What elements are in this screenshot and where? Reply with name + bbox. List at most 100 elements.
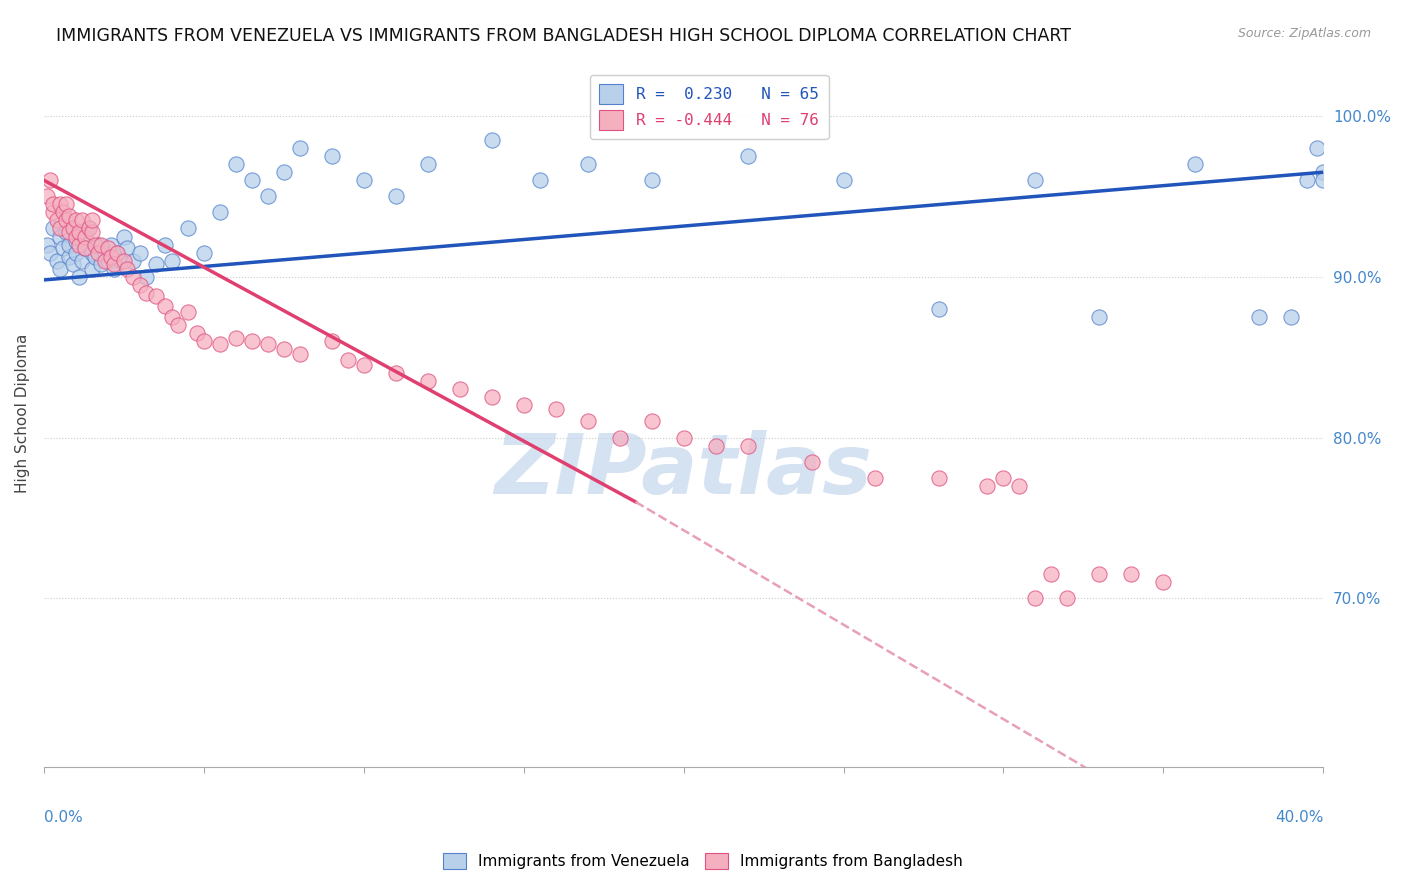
Point (167, 318, 190, 332)
Point (112, 253, 135, 268)
Point (240, 334, 263, 348)
Y-axis label: High School Diploma: High School Diploma (15, 334, 30, 493)
Point (800, 455, 823, 469)
Point (75, 229, 97, 244)
Point (225, 331, 247, 345)
Point (67, 269, 90, 284)
Point (90, 257, 112, 271)
Point (128, 245, 150, 260)
Text: 40.0%: 40.0% (1275, 810, 1323, 825)
Point (1312, 165, 1334, 179)
Point (77, 221, 100, 235)
Point (1088, 310, 1111, 324)
Point (193, 334, 215, 348)
Point (77, 221, 100, 235)
Legend: R =  0.230   N = 65, R = -0.444   N = 76: R = 0.230 N = 65, R = -0.444 N = 76 (589, 75, 828, 139)
Point (100, 251, 122, 265)
Point (145, 257, 167, 271)
Point (225, 157, 247, 171)
Point (55, 225, 77, 239)
Point (72, 213, 94, 227)
Point (93, 245, 115, 260)
Point (155, 299, 177, 313)
Point (49, 261, 72, 276)
Point (80, 225, 103, 239)
Point (1152, 575, 1174, 590)
Point (544, 401, 567, 416)
Point (58, 237, 80, 252)
Point (288, 347, 311, 361)
Point (39, 245, 62, 260)
Point (993, 471, 1015, 485)
Point (80, 261, 103, 276)
Point (416, 374, 439, 388)
Point (42, 197, 65, 211)
Point (1121, 567, 1143, 582)
Point (100, 237, 122, 252)
Point (512, 398, 534, 412)
Point (155, 237, 177, 252)
Point (193, 245, 215, 260)
Point (35, 189, 58, 203)
Point (640, 415, 662, 429)
Point (67, 237, 90, 252)
Point (62, 257, 84, 271)
Point (208, 205, 231, 219)
Point (103, 261, 125, 276)
Point (49, 229, 72, 244)
Point (416, 157, 439, 171)
Point (321, 149, 343, 163)
Point (122, 269, 145, 284)
Point (107, 245, 129, 260)
Point (112, 229, 135, 244)
Point (45, 253, 67, 268)
Point (1024, 173, 1046, 187)
Point (1056, 591, 1078, 606)
Point (65, 229, 87, 244)
Point (80, 245, 103, 260)
Point (481, 390, 503, 404)
Point (737, 439, 759, 453)
Point (208, 337, 231, 351)
Point (62, 221, 84, 235)
Point (576, 415, 599, 429)
Point (58, 251, 80, 265)
Point (288, 141, 311, 155)
Point (65, 213, 87, 227)
Point (72, 253, 94, 268)
Point (75, 241, 97, 255)
Point (145, 289, 167, 303)
Point (160, 310, 183, 324)
Point (103, 257, 125, 271)
Point (256, 189, 278, 203)
Point (45, 213, 67, 227)
Point (49, 197, 72, 211)
Point (72, 229, 94, 244)
Point (160, 253, 183, 268)
Point (1249, 310, 1271, 324)
Point (321, 334, 343, 348)
Point (481, 133, 503, 147)
Point (609, 431, 631, 445)
Point (576, 157, 599, 171)
Point (42, 205, 65, 219)
Point (93, 253, 115, 268)
Point (107, 245, 129, 260)
Point (704, 439, 727, 453)
Point (1184, 157, 1206, 171)
Point (1088, 567, 1111, 582)
Point (97, 241, 120, 255)
Point (65, 245, 87, 260)
Text: 0.0%: 0.0% (44, 810, 83, 825)
Point (87, 237, 110, 252)
Point (1306, 141, 1329, 155)
Text: IMMIGRANTS FROM VENEZUELA VS IMMIGRANTS FROM BANGLADESH HIGH SCHOOL DIPLOMA CORR: IMMIGRANTS FROM VENEZUELA VS IMMIGRANTS … (56, 27, 1071, 45)
Point (1008, 479, 1031, 493)
Point (122, 253, 145, 268)
Point (832, 173, 855, 187)
Point (737, 149, 759, 163)
Point (353, 358, 375, 372)
Point (58, 225, 80, 239)
Point (640, 173, 662, 187)
Point (135, 285, 157, 300)
